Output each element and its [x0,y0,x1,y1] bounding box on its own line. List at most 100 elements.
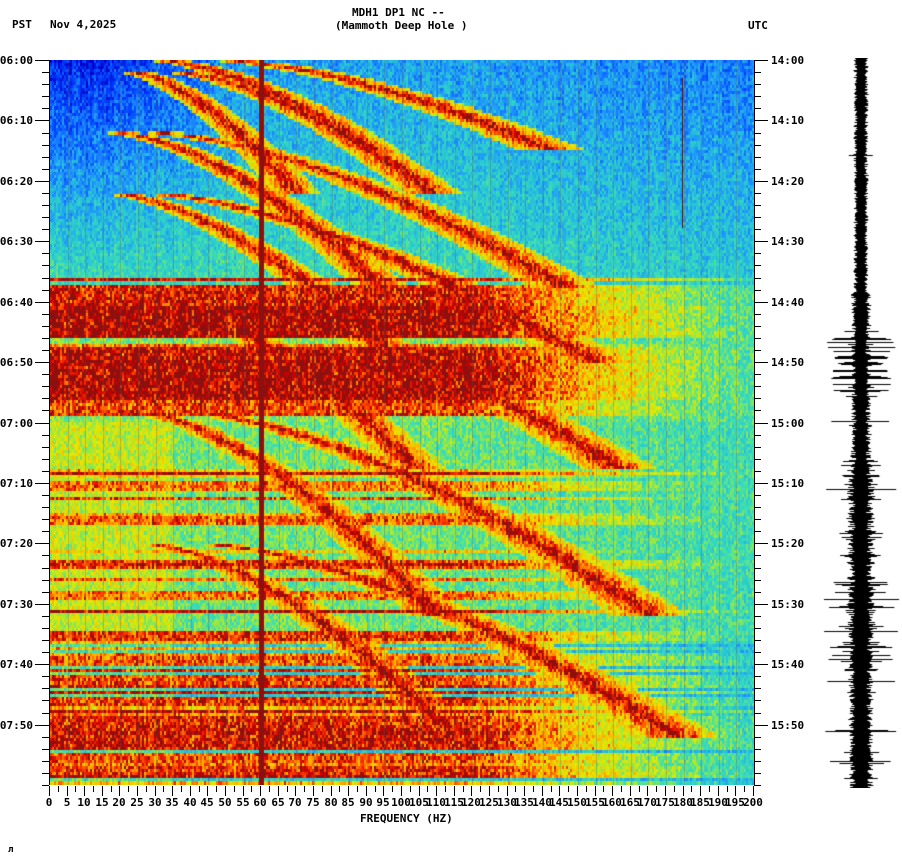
time-minor-tick-right [754,459,761,460]
frequency-tick-label: 115 [444,796,464,809]
time-minor-tick-right [754,676,761,677]
freq-minor-tick [75,786,76,792]
time-minor-tick-left [42,471,49,472]
frequency-tick-label: 35 [165,796,179,809]
time-minor-tick-left [42,435,49,436]
time-minor-tick-right [754,133,761,134]
frequency-tick-label: 75 [306,796,320,809]
freq-major-tick [507,786,508,796]
time-label-pst: 06:20 [0,175,33,188]
time-minor-tick-left [42,157,49,158]
frequency-tick-label: 10 [77,796,91,809]
time-minor-tick-left [42,773,49,774]
time-minor-tick-left [42,253,49,254]
time-minor-tick-right [754,326,761,327]
freq-major-tick [119,786,120,796]
time-minor-tick-left [42,326,49,327]
freq-major-tick [278,786,279,796]
frequency-tick-label: 170 [637,796,657,809]
time-major-tick-left [35,483,49,484]
frequency-tick-label: 20 [112,796,126,809]
freq-major-tick [489,786,490,796]
freq-minor-tick [357,786,358,792]
time-minor-tick-left [42,169,49,170]
time-minor-tick-left [42,713,49,714]
time-minor-tick-left [42,338,49,339]
freq-major-tick [49,786,50,796]
freq-major-tick [313,786,314,796]
freq-major-tick [243,786,244,796]
station-code-title: MDH1 DP1 NC -- [352,6,445,19]
freq-major-tick [542,786,543,796]
freq-minor-tick [392,786,393,792]
time-major-tick-right [754,181,768,182]
frequency-tick-label: 95 [376,796,390,809]
freq-major-tick [401,786,402,796]
time-label-pst: 06:50 [0,356,33,369]
freq-major-tick [348,786,349,796]
time-major-tick-right [754,120,768,121]
time-minor-tick-left [42,592,49,593]
frequency-tick-label: 85 [341,796,355,809]
record-date-label: Nov 4,2025 [50,18,117,31]
time-minor-tick-right [754,253,761,254]
freq-minor-tick [163,786,164,792]
freq-minor-tick [656,786,657,792]
frequency-tick-label: 60 [253,796,267,809]
time-minor-tick-right [754,350,761,351]
freq-major-tick [137,786,138,796]
time-major-tick-right [754,725,768,726]
frequency-tick-label: 120 [461,796,481,809]
freq-minor-tick [568,786,569,792]
time-label-pst: 06:10 [0,114,33,127]
time-minor-tick-left [42,217,49,218]
freq-major-tick [419,786,420,796]
freq-major-tick [683,786,684,796]
freq-minor-tick [322,786,323,792]
freq-minor-tick [304,786,305,792]
time-minor-tick-right [754,410,761,411]
freq-major-tick [753,786,754,796]
time-major-tick-right [754,483,768,484]
frequency-tick-label: 180 [673,796,693,809]
time-minor-tick-right [754,290,761,291]
freq-major-tick [155,786,156,796]
time-label-utc: 15:00 [771,417,805,430]
time-minor-tick-right [754,84,761,85]
time-minor-tick-right [754,700,761,701]
time-major-tick-right [754,604,768,605]
freq-minor-tick [639,786,640,792]
time-minor-tick-right [754,398,761,399]
frequency-tick-label: 130 [497,796,517,809]
time-minor-tick-right [754,531,761,532]
time-major-tick-left [35,60,49,61]
time-minor-tick-left [42,133,49,134]
frequency-tick-label: 55 [236,796,250,809]
time-minor-tick-right [754,217,761,218]
time-label-utc: 15:40 [771,658,805,671]
freq-major-tick [647,786,648,796]
freq-minor-tick [199,786,200,792]
time-minor-tick-right [754,592,761,593]
time-minor-tick-left [42,229,49,230]
timezone-left-label: PST [12,18,32,31]
time-minor-tick-left [42,314,49,315]
time-minor-tick-right [754,265,761,266]
spectrogram-plot-area[interactable] [49,60,755,785]
freq-minor-tick [339,786,340,792]
frequency-tick-label: 195 [725,796,745,809]
time-major-tick-left [35,241,49,242]
freq-minor-tick [128,786,129,792]
time-minor-tick-left [42,459,49,460]
time-label-utc: 14:20 [771,175,805,188]
freq-major-tick [630,786,631,796]
time-major-tick-right [754,241,768,242]
time-minor-tick-left [42,749,49,750]
time-minor-tick-left [42,350,49,351]
time-minor-tick-left [42,640,49,641]
freq-major-tick [524,786,525,796]
freq-major-tick [577,786,578,796]
time-minor-tick-left [42,495,49,496]
frequency-tick-label: 140 [532,796,552,809]
time-minor-tick-left [42,145,49,146]
